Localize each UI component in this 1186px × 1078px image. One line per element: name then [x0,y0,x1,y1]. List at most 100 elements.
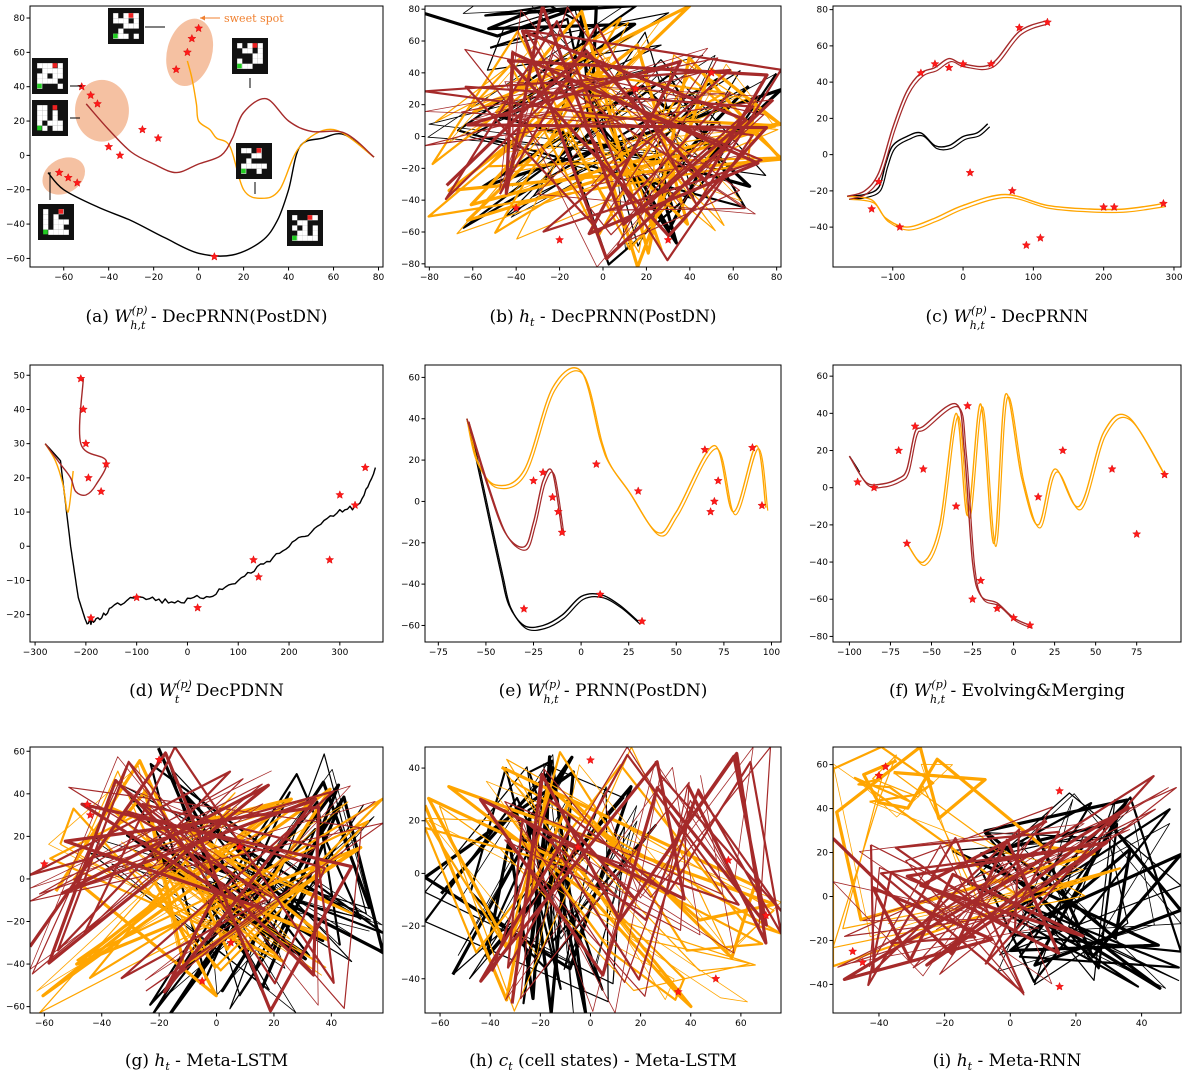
x-tick-label: −40 [99,273,118,283]
series-line-brown [848,402,1031,626]
caption-title: - Meta-RNN [972,1051,1081,1071]
y-tick-label: 20 [409,817,421,827]
series-line-black [952,792,1181,986]
maze-goal [52,105,58,110]
maze-goal [307,215,313,220]
y-tick-label: 60 [14,48,26,58]
y-tick-label: 20 [14,832,26,842]
y-tick-label: 60 [14,747,26,757]
y-tick-label: −60 [6,1003,25,1013]
maze-cell [43,224,49,230]
annotation-arrowhead [200,15,205,21]
y-tick-label: 20 [14,474,26,484]
y-tick-label: 60 [409,373,421,383]
y-tick-label: 0 [19,542,25,552]
panel-caption: (e) W(p) h,t - PRNN(PostDN) [499,678,708,706]
maze-cell [128,23,134,29]
star-marker [918,464,928,473]
star-marker [1007,186,1017,195]
maze-cell [118,28,124,34]
series-line-orange [906,393,1166,564]
star-marker [39,859,49,868]
star-marker [1099,202,1109,212]
x-tick-label: 75 [1131,648,1142,658]
x-tick-label: −60 [463,273,482,283]
x-tick-label: 20 [238,273,250,283]
maze-cell [257,58,263,64]
x-tick-label: −60 [35,1019,54,1029]
panel-caption: (b) ht - DecPRNN(PostDN) [490,307,717,329]
caption-title: - DecPRNN(PostDN) [145,307,327,327]
x-tick-label: 40 [684,273,696,283]
panel-h: −60 −40 −20 0 20 40 60 −40 −20 0 20 40 (h) ct (cell … [401,746,782,1073]
caption-symbol: h [957,1051,968,1071]
maze-cell [47,120,53,126]
caption-symbol: W [159,681,178,701]
y-tick-label: −10 [6,576,25,586]
maze-cell [42,78,48,84]
x-tick-label: 50 [1090,648,1102,658]
x-tick-label: 0 [600,273,606,283]
y-tick-label: 30 [14,440,26,450]
maze-cell [52,115,58,121]
maze-cell [247,43,253,49]
star-marker [723,855,733,865]
series-line-brown [468,421,565,551]
series-line-orange [846,193,1164,228]
caption-subscript: t [968,1060,973,1073]
x-tick-label: 0 [588,1019,594,1029]
x-tick-label: 300 [1165,273,1182,283]
caption-superscript: (p) [132,304,148,317]
star-marker [874,770,884,780]
star-marker [633,486,643,495]
maze-goal [256,148,262,153]
x-tick-label: 0 [1011,648,1017,658]
caption-superscript: (p) [545,678,561,691]
star-marker [965,168,975,177]
star-marker [153,133,163,143]
y-tick-label: 40 [817,409,829,419]
star-marker [132,592,142,602]
star-marker [92,99,102,108]
panel-f: −100 −75 −50 −25 0 25 50 75 −80 −60 −40 −20 0 20 40 60 (… [809,364,1182,706]
caption-label: (h) [469,1051,499,1071]
maze-cell [53,224,59,230]
y-tick-label: −20 [401,922,420,932]
maze-cell [42,115,48,121]
star-marker [968,594,978,604]
y-tick-label: 0 [414,497,420,507]
maze-cell [252,53,258,59]
star-marker [1132,529,1142,538]
maze-cell [58,224,64,230]
panel-b: −80 −60 −40 −20 0 20 40 60 80 −80 −60 −40 −20 0 20 40 60… [401,5,783,329]
series-line-black [466,418,639,629]
x-tick-label: −100 [880,273,905,283]
star-marker [197,976,207,985]
x-tick-label: −20 [144,273,163,283]
caption-title: - PRNN(PostDN) [559,681,708,701]
series-line-orange [428,764,781,1003]
plot-frame [424,364,782,643]
maze-cell [43,214,49,220]
series-line-black [977,796,1181,988]
y-tick-label: −40 [401,975,420,985]
caption-label: (i) [933,1051,957,1071]
maze-cell [37,110,43,116]
star-marker [96,486,106,496]
y-tick-label: 0 [414,869,420,879]
maze-cell [237,43,243,49]
series-line-brown [833,787,1169,985]
star-marker [63,172,73,182]
maze-cell [297,235,303,241]
star-marker [555,235,565,244]
series-line-black [847,123,989,197]
x-tick-label: 50 [671,648,683,658]
x-tick-label: −75 [429,648,448,658]
maze-cell [302,230,308,236]
star-marker [706,507,716,516]
maze-cell [58,219,64,225]
maze-goal [52,63,58,68]
x-tick-label: 0 [960,273,966,283]
maze-cell [118,33,124,39]
caption-title: - Evolving&Merging [945,681,1125,701]
